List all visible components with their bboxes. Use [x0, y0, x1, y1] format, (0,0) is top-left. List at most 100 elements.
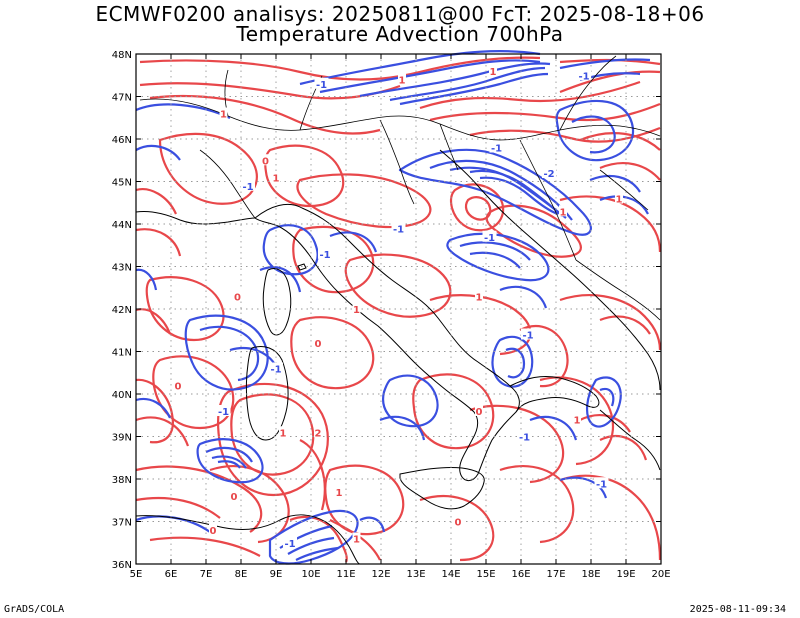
- lat-tick-label: 38N: [112, 475, 132, 486]
- contour-label-bg: [352, 532, 361, 544]
- contour-label: -1: [519, 433, 530, 444]
- positive-contour-line: [485, 204, 582, 258]
- coast-border-line: [599, 169, 649, 211]
- footer-timestamp: 2025-08-11-09:34: [689, 604, 786, 615]
- negative-contour-line: [184, 314, 269, 391]
- lon-tick-label: 7E: [200, 569, 213, 580]
- title-line-2: Temperature Advection 700hPa: [236, 22, 564, 46]
- lat-tick-label: 36N: [112, 560, 132, 571]
- positive-contour-line: [324, 464, 405, 536]
- lon-tick-label: 10E: [301, 569, 320, 580]
- coast-border-line: [254, 203, 520, 481]
- lon-tick-label: 8E: [235, 569, 248, 580]
- coast-border-line: [199, 149, 256, 219]
- positive-contour-line: [519, 325, 569, 388]
- contour-label: -1: [270, 365, 281, 376]
- negative-contour-line: [399, 72, 549, 106]
- lat-tick-label: 40N: [112, 390, 132, 401]
- contour-label: 1: [336, 488, 343, 499]
- contour-label: 1: [280, 428, 287, 439]
- contour-labels: 11 -11-11-10-1-211-1-1-110 1-10-10-11 20-11…: [174, 65, 623, 550]
- coast-border-line: [246, 346, 289, 441]
- lon-tick-label: 15E: [476, 569, 495, 580]
- positive-contour-line: [559, 70, 661, 94]
- positive-contour-line: [149, 94, 381, 135]
- negative-contour-line: [217, 460, 241, 469]
- contour-label-bg: [314, 337, 322, 348]
- contour-label: 1: [353, 535, 360, 546]
- coast-border-line: [575, 259, 661, 321]
- contour-label-bg: [269, 362, 283, 374]
- lat-tick-label: 43N: [112, 263, 132, 274]
- positive-contour-line: [135, 228, 182, 257]
- lon-tick-label: 18E: [581, 569, 600, 580]
- contour-label: -1: [522, 331, 533, 342]
- positive-contour-line: [158, 132, 258, 205]
- contour-label-bg: [219, 107, 228, 119]
- graticule: [136, 54, 661, 564]
- negative-contour-line: [459, 241, 531, 261]
- contour-label-bg: [615, 192, 623, 204]
- contour-label-bg: [335, 485, 343, 497]
- lat-tick-label: 41N: [112, 348, 132, 359]
- coast-border-line: [519, 139, 577, 261]
- coastline: [135, 55, 661, 565]
- lat-tick-label: 37N: [112, 518, 132, 529]
- positive-contour-line: [296, 173, 432, 229]
- lon-tick-label: 14E: [441, 569, 460, 580]
- lon-tick-label: 9E: [270, 569, 283, 580]
- negative-contour-line: [491, 335, 534, 388]
- negative-contour-line: [135, 515, 211, 533]
- negative-contour-line: [586, 376, 622, 428]
- negative-contour-line: [319, 59, 541, 94]
- contour-label-bg: [482, 230, 497, 242]
- positive-contour-line: [145, 276, 225, 342]
- contour-label: -1: [578, 71, 589, 82]
- contour-label: 1: [220, 110, 227, 121]
- positive-contour-line: [449, 183, 505, 232]
- negative-contour-line: [205, 446, 253, 463]
- contour-label: 0: [262, 156, 269, 167]
- negative-contour-line: [359, 62, 551, 98]
- contour-label-bg: [279, 426, 287, 438]
- contour-label: -1: [393, 224, 404, 235]
- positive-contour-line: [429, 102, 661, 122]
- positive-contour-line: [412, 373, 495, 450]
- negative-contour-line: [429, 159, 573, 221]
- negative-contour-line: [259, 266, 302, 293]
- negative-contour-line: [135, 144, 181, 161]
- positive-contour-line: [599, 162, 661, 181]
- contour-label-bg: [521, 328, 535, 340]
- positive-contour-line: [539, 376, 615, 466]
- positive-contour-line: [290, 316, 375, 390]
- contour-label-bg: [233, 290, 242, 302]
- negative-contour-line: [299, 50, 541, 86]
- contour-label-bg: [318, 247, 332, 259]
- contour-label-bg: [542, 167, 556, 178]
- negative-contour-line: [555, 99, 635, 162]
- negative-contour-line: [389, 66, 546, 102]
- positive-contour-line: [419, 495, 495, 562]
- negative-contour-line: [571, 115, 616, 154]
- contour-label-bg: [391, 222, 406, 234]
- lat-tick-labels: 36N 37N 38N 39N 40N 41N 42N 43N 44N 45N 46N 47N 48N: [112, 50, 132, 571]
- positive-contour-line: [289, 515, 348, 563]
- positive-contour-line: [135, 465, 263, 533]
- contour-label: -1: [319, 250, 330, 261]
- positive-contour-line: [344, 253, 452, 318]
- contour-label: 0: [315, 339, 322, 350]
- contour-label-bg: [174, 379, 182, 391]
- contour-label-bg: [489, 141, 504, 153]
- positive-contour-line: [599, 435, 648, 461]
- contour-label: -2: [543, 169, 554, 180]
- contour-label: 1: [399, 76, 406, 87]
- negative-contour-line: [469, 169, 563, 217]
- contour-label: 1: [273, 173, 280, 184]
- negative-contour-line: [398, 148, 592, 236]
- positive-contour-line: [429, 294, 532, 356]
- contour-label-bg: [216, 405, 231, 416]
- contour-label-bg: [272, 171, 280, 183]
- coast-border-line: [139, 98, 661, 141]
- positive-contour-line: [559, 474, 662, 561]
- positive-contour-line: [135, 378, 174, 444]
